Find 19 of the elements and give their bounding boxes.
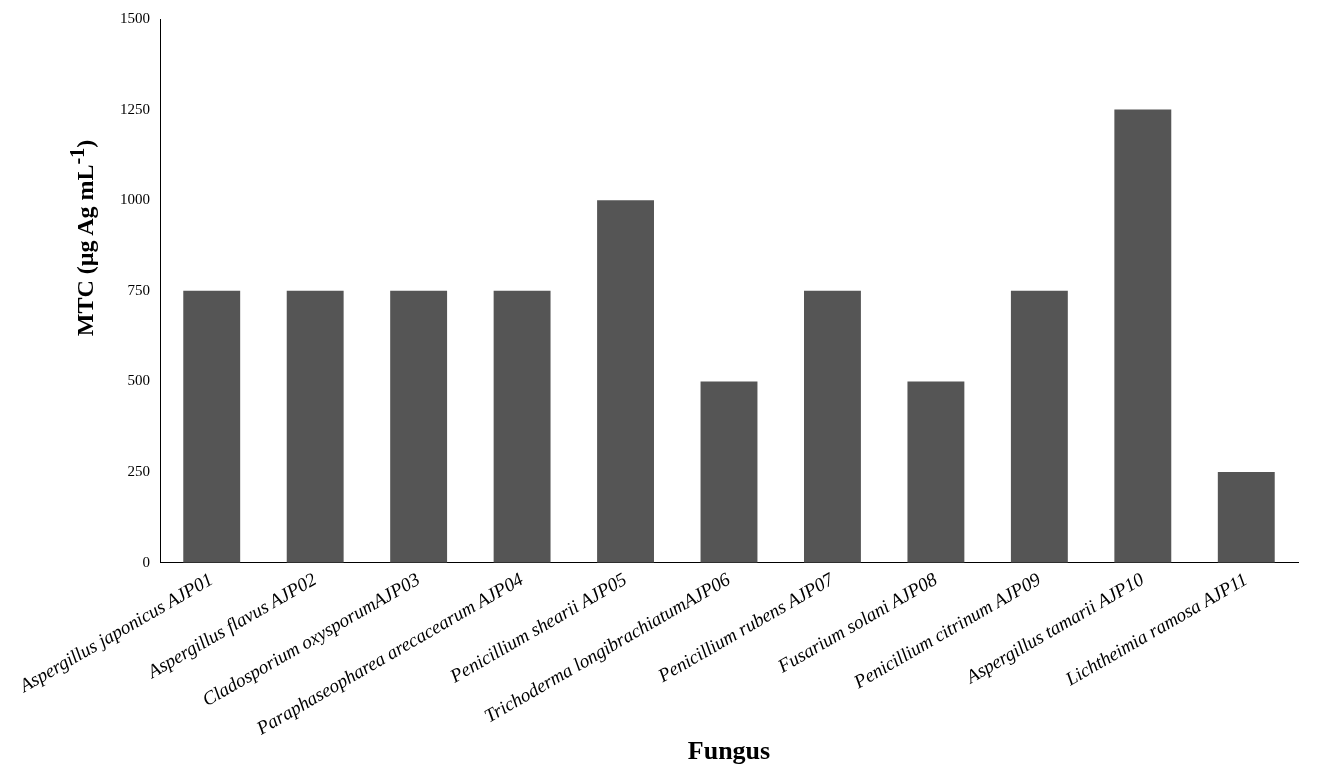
y-tick-label: 0 xyxy=(142,553,150,570)
bar xyxy=(804,290,861,563)
y-tick-label: 1000 xyxy=(120,191,150,208)
x-axis-title: Fungus xyxy=(687,736,771,766)
bar xyxy=(907,381,965,563)
y-tick-label: 1250 xyxy=(120,100,150,117)
bar xyxy=(1010,290,1068,563)
bar xyxy=(1114,109,1172,563)
bar xyxy=(1217,472,1275,563)
y-tick-label: 750 xyxy=(127,281,150,298)
bar xyxy=(183,290,241,563)
y-tick-label: 500 xyxy=(127,372,150,389)
bar xyxy=(493,290,551,563)
bar xyxy=(390,290,448,563)
bar xyxy=(597,200,654,563)
y-tick-label: 1500 xyxy=(120,9,150,26)
bar xyxy=(286,290,344,563)
bar xyxy=(700,381,758,563)
y-tick-label: 250 xyxy=(127,463,150,480)
